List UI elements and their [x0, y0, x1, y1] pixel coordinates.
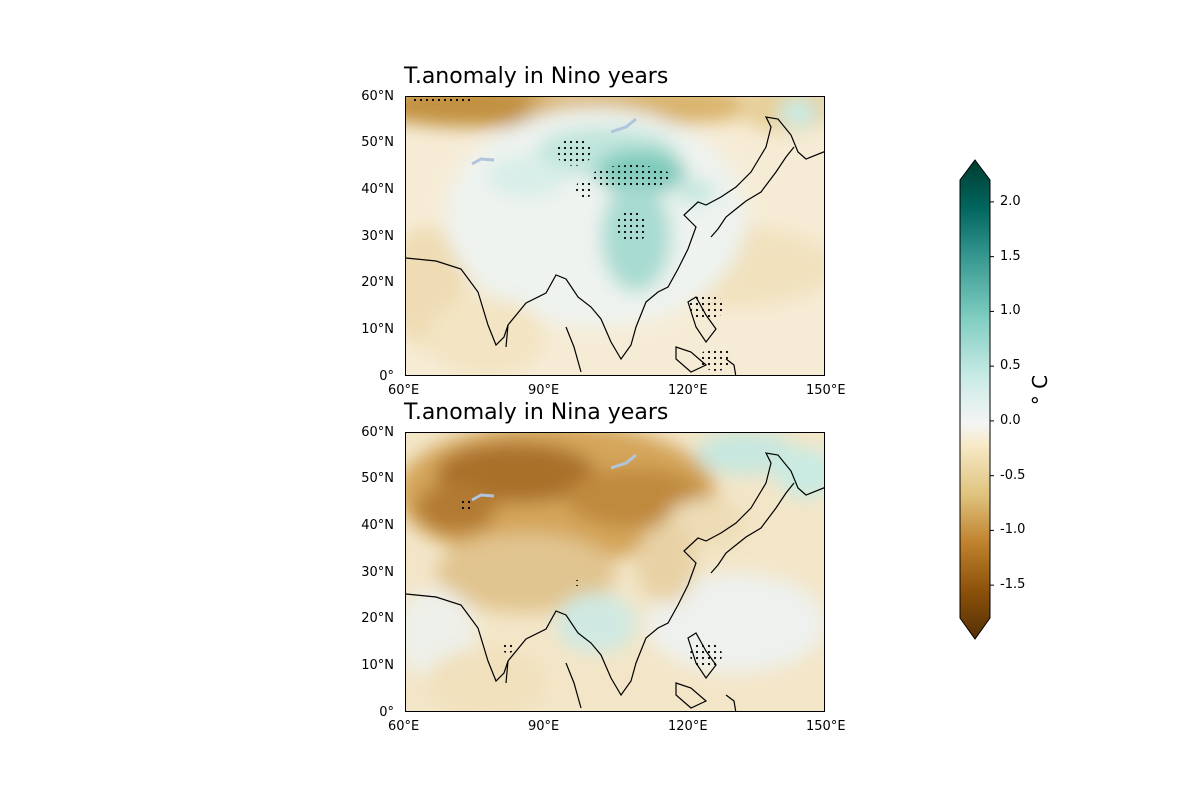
- panel2-lon-tick-120: 120°E: [668, 719, 708, 734]
- panel2-lon-tick-90: 90°E: [528, 719, 560, 734]
- colorbar-ticks: [990, 201, 994, 586]
- panel1-lon-tick-60: 60°E: [388, 383, 420, 398]
- panel2-lon-tick-150: 150°E: [806, 719, 846, 734]
- panel2-map-svg: [406, 433, 824, 711]
- panel2-lat-tick-50: 50°N: [361, 471, 394, 486]
- panel2-lon-tick-60: 60°E: [388, 719, 420, 734]
- panel2-lakes: [471, 453, 637, 502]
- colorbar-tick-label: 2.0: [1000, 193, 1021, 209]
- colorbar-tick-label: -0.5: [1000, 467, 1026, 483]
- panel2-coastlines: [406, 452, 824, 711]
- panel1-anomaly-field: [406, 97, 824, 375]
- panel1-lat-tick-40: 40°N: [361, 182, 394, 197]
- panel2-title: T.anomaly in Nina years: [404, 400, 669, 425]
- panel1-lat-tick-20: 20°N: [361, 275, 394, 290]
- colorbar-tick-label: -1.0: [1000, 522, 1026, 538]
- panel1-title: T.anomaly in Nino years: [404, 64, 669, 89]
- colorbar: [959, 159, 994, 640]
- colorbar-tick-label: -1.5: [1000, 577, 1026, 593]
- panel1-significance-dots: [411, 97, 732, 371]
- panel1-lon-tick-90: 90°E: [528, 383, 560, 398]
- panel1-lakes: [471, 117, 637, 166]
- panel2-lat-tick-10: 10°N: [361, 658, 394, 673]
- colorbar-tick-label: 1.0: [1000, 303, 1021, 319]
- colorbar-tick-label: 1.5: [1000, 248, 1021, 264]
- panel1-lat-tick-30: 30°N: [361, 229, 394, 244]
- panel2-map: [405, 432, 825, 712]
- panel2-lat-tick-40: 40°N: [361, 518, 394, 533]
- panel2-significance-dots: [458, 498, 722, 669]
- panel1-lat-tick-60: 60°N: [361, 89, 394, 104]
- panel1-lat-tick-0: 0°: [379, 369, 394, 384]
- panel1-lon-tick-150: 150°E: [806, 383, 846, 398]
- panel1-map: [405, 96, 825, 376]
- colorbar-unit-label: ° C: [1028, 374, 1052, 406]
- colorbar-tick-label: 0.0: [1000, 412, 1021, 428]
- panel2-lat-tick-30: 30°N: [361, 565, 394, 580]
- panel2-lat-tick-20: 20°N: [361, 611, 394, 626]
- panel1-lat-tick-10: 10°N: [361, 322, 394, 337]
- colorbar-tick-label: 0.5: [1000, 358, 1021, 374]
- panel1-lon-tick-120: 120°E: [668, 383, 708, 398]
- panel2-lat-tick-60: 60°N: [361, 425, 394, 440]
- colorbar-bar: [959, 159, 991, 640]
- panel1-map-svg: [406, 97, 824, 375]
- panel2-lat-tick-0: 0°: [379, 705, 394, 720]
- panel1-lat-tick-50: 50°N: [361, 135, 394, 150]
- panel2-anomaly-field: [406, 433, 824, 711]
